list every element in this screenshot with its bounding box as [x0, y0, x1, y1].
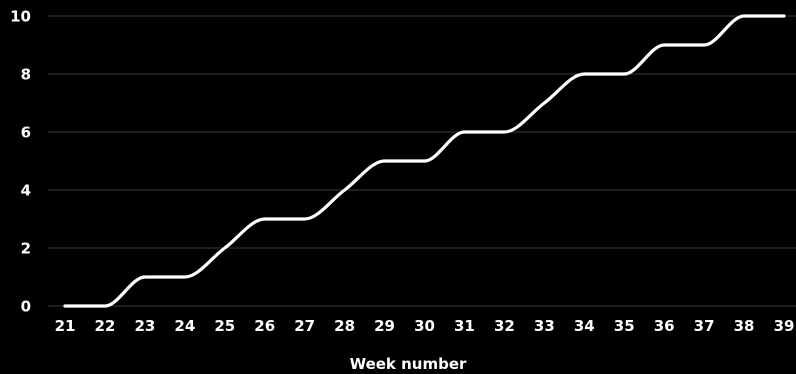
y-tick-label: 0 [21, 298, 31, 316]
gridlines [48, 15, 796, 307]
x-tick-label: 21 [55, 317, 76, 335]
series-layer [63, 14, 786, 308]
series-line-0 [63, 14, 786, 308]
x-tick-label: 39 [774, 317, 795, 335]
x-axis-title: Week number [350, 355, 467, 373]
x-tick-label: 36 [654, 317, 675, 335]
x-tick-label: 35 [614, 317, 635, 335]
x-tick-label: 31 [454, 317, 475, 335]
x-tick-label: 37 [694, 317, 715, 335]
y-axis-ticks: 0 2 4 6 8 10 [10, 8, 31, 316]
y-tick-label: 2 [21, 240, 31, 258]
x-axis-ticks: 21 22 23 24 25 26 27 28 29 30 31 32 33 34 35 36 37 38 39 [55, 317, 795, 335]
x-tick-label: 27 [294, 317, 315, 335]
y-tick-label: 8 [21, 66, 31, 84]
x-tick-label: 26 [254, 317, 275, 335]
x-tick-label: 38 [734, 317, 755, 335]
x-tick-label: 32 [494, 317, 515, 335]
x-tick-label: 29 [374, 317, 395, 335]
x-tick-label: 28 [334, 317, 355, 335]
y-tick-label: 10 [10, 8, 31, 26]
x-tick-label: 23 [134, 317, 155, 335]
y-tick-label: 6 [21, 124, 31, 142]
x-tick-label: 34 [574, 317, 595, 335]
x-tick-label: 33 [534, 317, 555, 335]
x-tick-label: 24 [174, 317, 195, 335]
y-tick-label: 4 [21, 182, 31, 200]
x-tick-label: 25 [214, 317, 235, 335]
x-tick-label: 30 [414, 317, 435, 335]
x-tick-label: 22 [95, 317, 116, 335]
